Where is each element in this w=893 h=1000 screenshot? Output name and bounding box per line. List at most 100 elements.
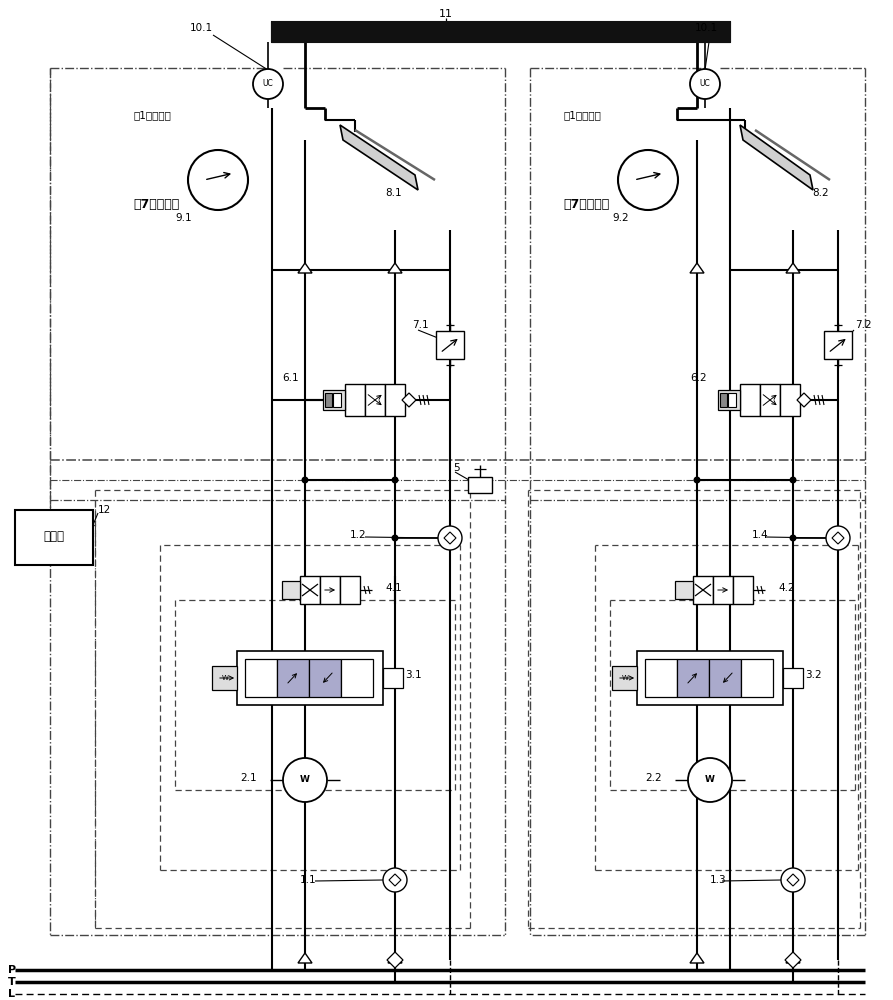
Circle shape bbox=[789, 534, 797, 542]
Bar bbox=[300, 576, 320, 604]
Bar bbox=[741, 659, 773, 697]
Circle shape bbox=[438, 526, 462, 550]
Bar bbox=[677, 659, 709, 697]
Polygon shape bbox=[388, 953, 402, 963]
Text: 8.2: 8.2 bbox=[812, 188, 829, 198]
Text: 1.3: 1.3 bbox=[710, 875, 727, 885]
Bar bbox=[693, 576, 713, 604]
Circle shape bbox=[826, 526, 850, 550]
Bar bbox=[740, 384, 760, 416]
Bar bbox=[237, 651, 383, 705]
Text: 5: 5 bbox=[453, 463, 460, 473]
Polygon shape bbox=[786, 263, 800, 273]
Bar bbox=[245, 659, 277, 697]
Circle shape bbox=[302, 477, 308, 484]
Bar bbox=[282, 581, 300, 599]
Bar bbox=[385, 384, 405, 416]
Polygon shape bbox=[786, 953, 800, 963]
Text: 1.4: 1.4 bbox=[752, 530, 769, 540]
Bar bbox=[345, 384, 365, 416]
Text: 12: 12 bbox=[98, 505, 112, 515]
Text: 6.1: 6.1 bbox=[282, 373, 298, 383]
Polygon shape bbox=[388, 263, 402, 273]
Polygon shape bbox=[298, 953, 312, 963]
Text: L: L bbox=[8, 989, 15, 999]
Text: 10.1: 10.1 bbox=[695, 23, 718, 33]
Bar bbox=[341, 659, 373, 697]
Circle shape bbox=[690, 69, 720, 99]
Circle shape bbox=[253, 69, 283, 99]
Polygon shape bbox=[740, 125, 813, 190]
Text: 9.2: 9.2 bbox=[612, 213, 629, 223]
Circle shape bbox=[789, 477, 797, 484]
Text: W: W bbox=[300, 776, 310, 784]
Polygon shape bbox=[444, 532, 456, 544]
Polygon shape bbox=[785, 952, 801, 968]
Polygon shape bbox=[787, 874, 799, 886]
Bar bbox=[645, 659, 677, 697]
Bar bbox=[323, 390, 345, 410]
Bar bbox=[340, 576, 360, 604]
Bar bbox=[320, 576, 340, 604]
Text: UC: UC bbox=[699, 80, 710, 89]
Polygon shape bbox=[797, 393, 811, 407]
Bar bbox=[325, 393, 332, 407]
Bar bbox=[612, 666, 637, 690]
Text: P: P bbox=[8, 965, 16, 975]
Bar bbox=[720, 393, 727, 407]
Text: 8.1: 8.1 bbox=[385, 188, 402, 198]
Text: 1.2: 1.2 bbox=[350, 530, 367, 540]
Text: 7.1: 7.1 bbox=[412, 320, 429, 330]
Text: UC: UC bbox=[263, 80, 273, 89]
Bar bbox=[277, 659, 309, 697]
Text: 4.2: 4.2 bbox=[778, 583, 795, 593]
Circle shape bbox=[781, 868, 805, 892]
Text: 9.1: 9.1 bbox=[175, 213, 192, 223]
Text: 第1号扇形段: 第1号扇形段 bbox=[563, 110, 601, 120]
Bar bbox=[780, 384, 800, 416]
Circle shape bbox=[283, 758, 327, 802]
Circle shape bbox=[694, 477, 700, 484]
Bar bbox=[365, 384, 385, 416]
Bar bbox=[15, 510, 93, 565]
Polygon shape bbox=[690, 953, 704, 963]
Bar bbox=[783, 668, 803, 688]
Circle shape bbox=[383, 868, 407, 892]
Bar bbox=[760, 384, 780, 416]
Text: 4.1: 4.1 bbox=[385, 583, 402, 593]
Polygon shape bbox=[690, 263, 704, 273]
Text: 3.1: 3.1 bbox=[405, 670, 421, 680]
Polygon shape bbox=[389, 874, 401, 886]
Bar bbox=[468, 477, 492, 493]
Bar bbox=[637, 651, 783, 705]
Text: 控制器: 控制器 bbox=[44, 530, 64, 544]
Polygon shape bbox=[298, 263, 312, 273]
Text: T: T bbox=[8, 977, 16, 987]
Polygon shape bbox=[340, 125, 418, 190]
Bar bbox=[272, 22, 730, 42]
Circle shape bbox=[618, 150, 678, 210]
Polygon shape bbox=[387, 952, 403, 968]
Polygon shape bbox=[402, 393, 416, 407]
Text: 1.1: 1.1 bbox=[300, 875, 317, 885]
Bar bbox=[333, 393, 341, 407]
Polygon shape bbox=[832, 532, 844, 544]
Bar bbox=[718, 390, 740, 410]
Text: 3.2: 3.2 bbox=[805, 670, 822, 680]
Bar bbox=[709, 659, 741, 697]
Bar bbox=[733, 576, 753, 604]
Text: 2.1: 2.1 bbox=[240, 773, 256, 783]
Circle shape bbox=[391, 477, 398, 484]
Text: 7.2: 7.2 bbox=[855, 320, 872, 330]
Bar bbox=[675, 581, 693, 599]
Text: 11: 11 bbox=[439, 9, 453, 19]
Circle shape bbox=[391, 534, 398, 542]
Text: W: W bbox=[622, 675, 629, 681]
Text: W: W bbox=[705, 776, 715, 784]
Text: W: W bbox=[221, 675, 229, 681]
Circle shape bbox=[688, 758, 732, 802]
Bar bbox=[713, 576, 733, 604]
Text: 2.2: 2.2 bbox=[645, 773, 662, 783]
Text: 10.1: 10.1 bbox=[190, 23, 213, 33]
Circle shape bbox=[789, 396, 797, 403]
